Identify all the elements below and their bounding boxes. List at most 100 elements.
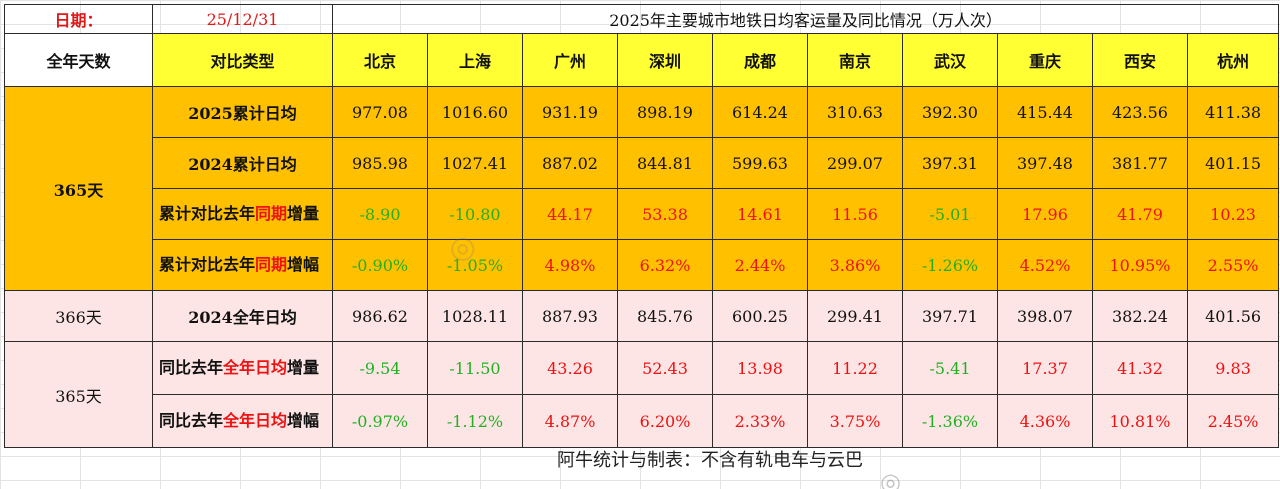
- value-cell: 1028.11: [427, 290, 523, 342]
- value-cell: -5.01: [902, 188, 998, 240]
- value-cell: 17.37: [997, 341, 1093, 395]
- value-cell: 2.45%: [1186, 394, 1280, 448]
- value-cell: -0.90%: [332, 239, 428, 291]
- label-highlight: 全年日均: [223, 411, 288, 430]
- value-cell: 4.52%: [997, 239, 1093, 291]
- value-cell: 41.79: [1092, 188, 1188, 240]
- value-cell: 52.43: [617, 341, 713, 395]
- value-cell: -1.26%: [902, 239, 998, 291]
- value-cell: -5.41: [902, 341, 998, 395]
- label-part: 增量: [287, 204, 320, 223]
- value-cell: 10.23: [1186, 188, 1280, 240]
- value-cell: 898.19: [617, 86, 713, 138]
- row-label: 2024全年日均: [152, 290, 333, 342]
- label-part: 累计对比去年: [159, 204, 256, 223]
- value-cell: 397.48: [997, 137, 1093, 189]
- value-cell: 2.33%: [712, 394, 808, 448]
- city-header: 重庆: [997, 33, 1093, 87]
- value-cell: 4.87%: [522, 394, 618, 448]
- value-cell: 14.61: [712, 188, 808, 240]
- value-cell: 1016.60: [427, 86, 523, 138]
- value-cell: 4.36%: [997, 394, 1093, 448]
- value-cell: 401.56: [1186, 290, 1280, 342]
- label-highlight: 同期: [255, 255, 288, 274]
- value-cell: 299.07: [807, 137, 903, 189]
- value-cell: 3.75%: [807, 394, 903, 448]
- table-title: 2025年主要城市地铁日均客运量及同比情况（万人次）: [331, 4, 1280, 34]
- value-cell: -9.54: [332, 341, 428, 395]
- value-cell: 887.93: [522, 290, 618, 342]
- value-cell: 397.31: [902, 137, 998, 189]
- title-row: 日期： 25/12/31 2025年主要城市地铁日均客运量及同比情况（万人次）: [4, 4, 1280, 34]
- value-cell: 401.15: [1186, 137, 1280, 189]
- header-row: 全年天数 对比类型 北京 上海 广州 深圳 成都 南京 武汉 重庆 西安 杭州: [4, 33, 1280, 87]
- label-part: 增幅: [287, 411, 320, 430]
- row-label: 累计对比去年同期增量: [152, 188, 333, 240]
- value-cell: 10.95%: [1092, 239, 1188, 291]
- table-row: 366天 2024全年日均 986.62 1028.11 887.93 845.76 6…: [4, 290, 1280, 342]
- value-cell: -11.50: [427, 341, 523, 395]
- date-value: 25/12/31: [152, 4, 333, 34]
- label-part: 同比去年: [159, 411, 224, 430]
- value-cell: 4.98%: [522, 239, 618, 291]
- row-label: 累计对比去年同期增幅: [152, 239, 333, 291]
- footnote: 阿牛统计与制表：不含有轨电车与云巴: [557, 450, 863, 471]
- table-row: 累计对比去年同期增量 -8.90 -10.80 44.17 53.38 14.61 11.…: [5, 188, 1280, 240]
- value-cell: -1.05%: [427, 239, 523, 291]
- value-cell: -8.90: [332, 188, 428, 240]
- value-cell: 845.76: [617, 290, 713, 342]
- value-cell: 6.32%: [617, 239, 713, 291]
- value-cell: 43.26: [522, 341, 618, 395]
- value-cell: 415.44: [997, 86, 1093, 138]
- value-cell: 11.22: [807, 341, 903, 395]
- days-group-366: 366天: [4, 290, 153, 342]
- value-cell: -0.97%: [332, 394, 428, 448]
- value-cell: 614.24: [712, 86, 808, 138]
- value-cell: 392.30: [902, 86, 998, 138]
- value-cell: 41.32: [1092, 341, 1188, 395]
- value-cell: 10.81%: [1092, 394, 1188, 448]
- value-cell: 398.07: [997, 290, 1093, 342]
- value-cell: 2.55%: [1186, 239, 1280, 291]
- table-row: 同比去年全年日均增幅 -0.97% -1.12% 4.87% 6.20% 2.33% 3.…: [5, 394, 1280, 448]
- value-cell: 1027.41: [427, 137, 523, 189]
- table-row: 365天 2025累计日均 977.08 1016.60 931.19 898.19 6…: [4, 86, 1280, 291]
- value-cell: 3.86%: [807, 239, 903, 291]
- label-part: 同比去年: [159, 358, 224, 377]
- value-cell: 977.08: [332, 86, 428, 138]
- value-cell: 9.83: [1186, 341, 1280, 395]
- value-cell: 11.56: [807, 188, 903, 240]
- label-part: 增量: [287, 358, 320, 377]
- value-cell: 931.19: [522, 86, 618, 138]
- value-cell: 986.62: [332, 290, 428, 342]
- value-cell: 844.81: [617, 137, 713, 189]
- days-header: 全年天数: [4, 33, 153, 87]
- table-row: 365天 同比去年全年日均增量 -9.54 -11.50 43.26 52.43 13.…: [4, 341, 1280, 448]
- value-cell: 397.71: [902, 290, 998, 342]
- value-cell: 599.63: [712, 137, 808, 189]
- value-cell: 423.56: [1092, 86, 1188, 138]
- city-header: 成都: [712, 33, 808, 87]
- ridership-table: 日期： 25/12/31 2025年主要城市地铁日均客运量及同比情况（万人次） …: [4, 4, 1280, 448]
- city-header: 南京: [807, 33, 903, 87]
- row-label: 2024累计日均: [152, 137, 333, 189]
- type-header: 对比类型: [152, 33, 333, 87]
- label-highlight: 同期: [255, 204, 288, 223]
- city-header: 武汉: [902, 33, 998, 87]
- label-part: 增幅: [287, 255, 320, 274]
- value-cell: -10.80: [427, 188, 523, 240]
- days-group-365: 365天: [4, 86, 153, 291]
- city-header: 杭州: [1186, 33, 1280, 87]
- table-row: 2024累计日均 985.98 1027.41 887.02 844.81 599.63…: [5, 137, 1280, 189]
- value-cell: 299.41: [807, 290, 903, 342]
- value-cell: 13.98: [712, 341, 808, 395]
- days-group-365-b: 365天: [4, 341, 153, 448]
- city-header: 北京: [332, 33, 428, 87]
- city-header: 广州: [522, 33, 618, 87]
- value-cell: 6.20%: [617, 394, 713, 448]
- value-cell: 382.24: [1092, 290, 1188, 342]
- city-header: 深圳: [617, 33, 713, 87]
- value-cell: 985.98: [332, 137, 428, 189]
- value-cell: 2.44%: [712, 239, 808, 291]
- value-cell: -1.12%: [427, 394, 523, 448]
